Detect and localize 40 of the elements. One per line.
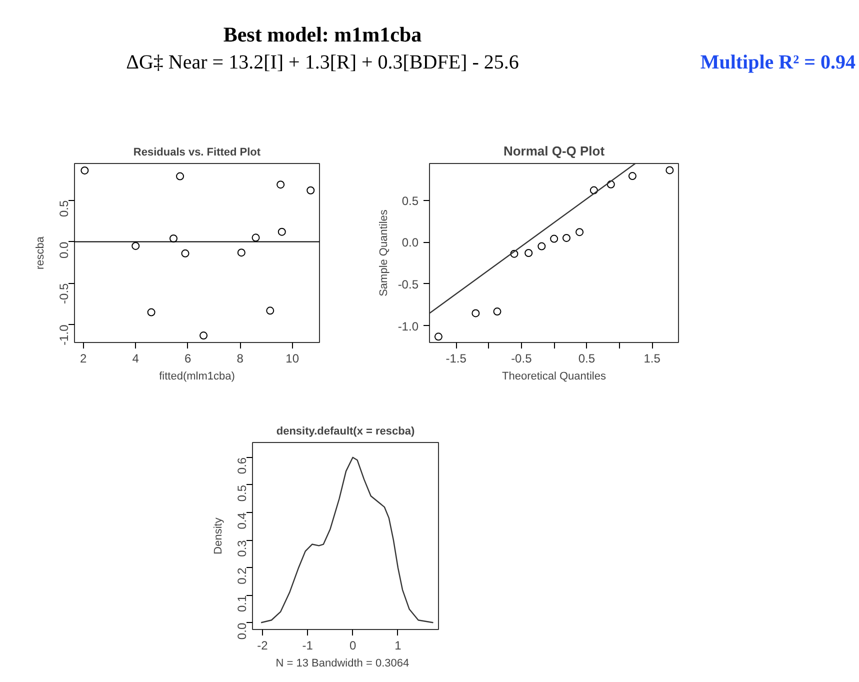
x-tick-label: -1.5 bbox=[446, 352, 467, 366]
y-tick-label: 0.5 bbox=[402, 194, 419, 208]
y-tick-label: 0.1 bbox=[235, 594, 249, 612]
x-tick-label: 0.5 bbox=[578, 352, 596, 366]
chart-title: Residuals vs. Fitted Plot bbox=[133, 146, 261, 158]
x-axis-title: N = 13 Bandwidth = 0.3064 bbox=[276, 658, 410, 670]
y-tick-label: 0.0 bbox=[402, 236, 419, 250]
x-tick-label: 0 bbox=[349, 638, 356, 652]
text: Best model: m1m1cba bbox=[223, 22, 422, 46]
x-tick-label: 8 bbox=[236, 352, 244, 366]
x-axis-title: Theoretical Quantiles bbox=[502, 370, 606, 382]
y-tick-label: 0.0 bbox=[57, 241, 71, 258]
text: Multiple R² = 0.94 bbox=[700, 52, 856, 74]
chart-title: Normal Q-Q Plot bbox=[503, 144, 606, 158]
y-tick-label: 0.0 bbox=[235, 622, 249, 640]
y-tick-label: 0.5 bbox=[235, 484, 249, 502]
x-tick-label: 10 bbox=[286, 352, 300, 366]
x-tick-label: 6 bbox=[184, 352, 192, 366]
x-tick-label: -1 bbox=[302, 638, 314, 652]
y-tick-label: 0.5 bbox=[57, 200, 71, 218]
y-axis-title: Sample Quantiles bbox=[378, 209, 390, 296]
y-tick-label: -1.0 bbox=[57, 324, 71, 346]
y-tick-label: -0.5 bbox=[398, 277, 419, 292]
x-tick-label: 1 bbox=[394, 638, 402, 652]
x-tick-label: 2 bbox=[80, 352, 88, 366]
y-tick-label: 0.4 bbox=[235, 512, 249, 530]
y-tick-label: 0.3 bbox=[235, 540, 249, 557]
y-tick-label: 0.6 bbox=[235, 457, 249, 474]
y-axis-title: Density bbox=[212, 517, 224, 554]
x-axis-title: fitted(mlm1cba) bbox=[159, 370, 235, 382]
y-tick-label: -1.0 bbox=[398, 319, 419, 334]
x-tick-label: -2 bbox=[257, 638, 268, 652]
y-tick-label: 0.2 bbox=[235, 567, 249, 584]
y-axis-title: rescba bbox=[34, 236, 46, 270]
x-tick-label: 4 bbox=[132, 352, 140, 366]
x-tick-label: 1.5 bbox=[644, 352, 661, 366]
y-tick-label: -0.5 bbox=[57, 282, 71, 304]
x-tick-label: -0.5 bbox=[511, 352, 532, 366]
chart-title: density.default(x = rescba) bbox=[276, 426, 415, 438]
text: ΔG‡ Near = 13.2[I] + 1.3[R] + 0.3[BDFE] - 25.6 bbox=[126, 52, 519, 74]
